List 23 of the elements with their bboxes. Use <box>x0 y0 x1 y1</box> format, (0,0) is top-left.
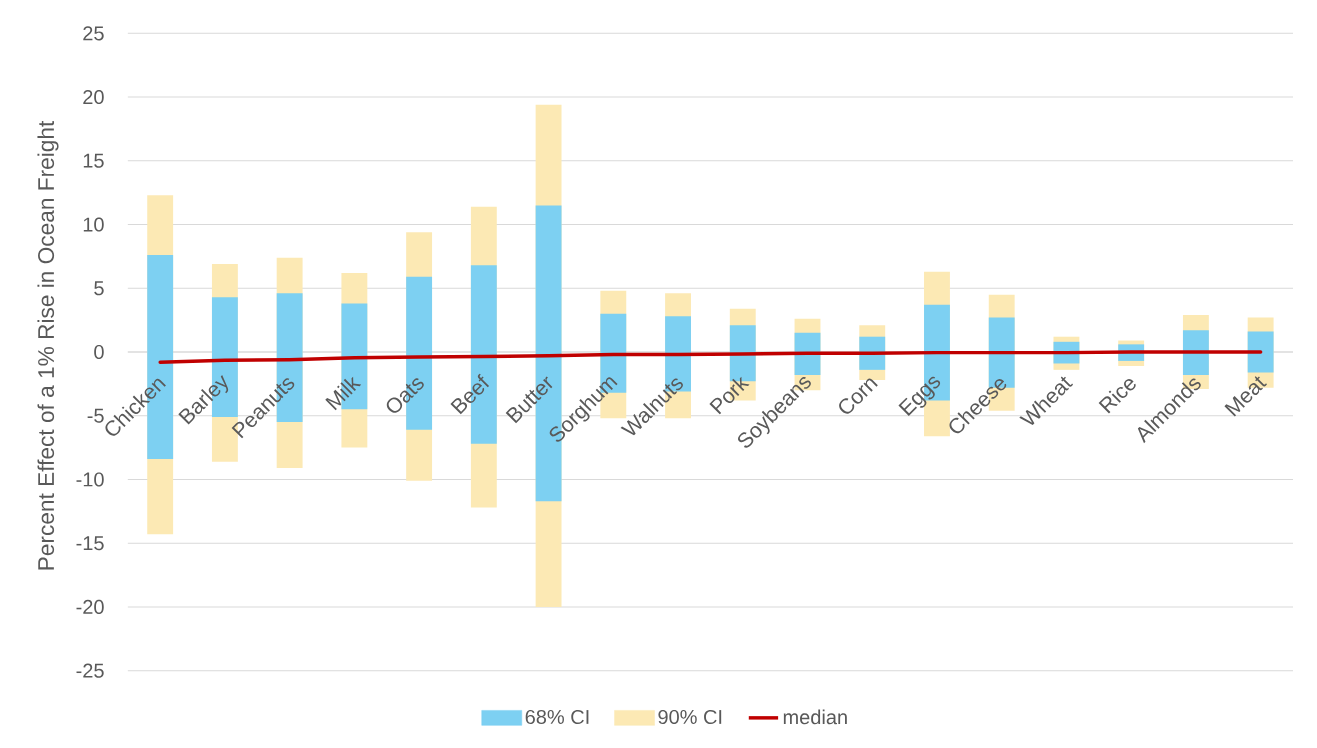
x-tick-label: Corn <box>839 378 878 414</box>
bar <box>1247 331 1274 373</box>
y-tick-label: -5 <box>87 408 104 423</box>
y-tick-label: 5 <box>94 281 104 296</box>
y-tick-label: -10 <box>76 472 104 487</box>
x-tick-label: Rice <box>1098 379 1136 414</box>
y-tick-label: -15 <box>76 536 104 551</box>
y-tick-label: 0 <box>94 344 104 360</box>
legend-label: 90% CI <box>658 709 722 725</box>
bar <box>1182 330 1209 375</box>
y-tick-label: 25 <box>83 26 104 41</box>
x-tick-label: Milk <box>325 376 362 411</box>
legend-label: 68% CI <box>525 709 589 725</box>
y-tick-label: 15 <box>83 153 104 168</box>
y-tick-label: 20 <box>83 89 104 105</box>
y-tick-label: 10 <box>83 217 104 232</box>
bar <box>859 336 886 370</box>
x-tick-label: Oats <box>386 378 424 413</box>
y-axis-title: Percent Effect of a 1% Rise in Ocean Freight <box>37 120 59 570</box>
bar <box>794 332 821 375</box>
legend-label: median <box>783 709 847 725</box>
y-tick-label: -20 <box>76 599 104 615</box>
y-tick-label: -25 <box>76 663 104 678</box>
